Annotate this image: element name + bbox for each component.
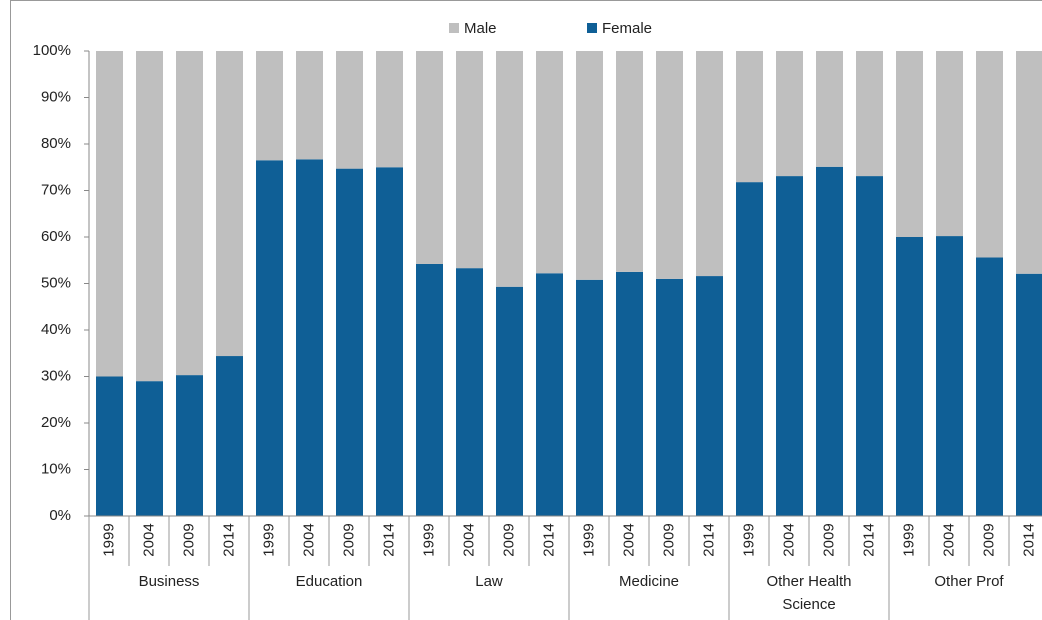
bar-segment [816, 51, 843, 167]
bar-segment [136, 51, 163, 382]
bar-segment [456, 51, 483, 269]
bar-segment [456, 268, 483, 516]
group-label: Other Prof [934, 573, 1004, 590]
bar-segment [936, 51, 963, 237]
bar-segment [416, 263, 443, 516]
x-tick-label: 2014 [1020, 523, 1037, 556]
bar-segment [536, 273, 563, 516]
x-tick-label: 1999 [740, 523, 757, 556]
x-tick-label: 2014 [700, 523, 717, 556]
bar-segment [376, 51, 403, 168]
bar-segment [696, 51, 723, 277]
bar-segment [576, 51, 603, 280]
x-tick-label: 2004 [940, 523, 957, 556]
y-tick-label: 10% [41, 460, 71, 477]
group-label: Medicine [618, 573, 680, 590]
group-label: Business [138, 573, 200, 590]
bar-segment [416, 51, 443, 264]
bar-segment [976, 257, 1003, 516]
legend-swatch [587, 23, 597, 33]
bar-segment [176, 375, 203, 516]
y-tick-label: 30% [41, 367, 71, 384]
x-tick-label: 2014 [380, 523, 397, 556]
bar-segment [736, 51, 763, 183]
bar-segment [496, 51, 523, 287]
bar-segment [736, 182, 763, 516]
x-tick-label: 2009 [340, 523, 357, 556]
x-tick-label: 2009 [660, 523, 677, 556]
bar-segment [176, 51, 203, 376]
bar-segment [296, 159, 323, 516]
x-tick-label: 2014 [860, 523, 877, 556]
x-tick-label: 1999 [100, 523, 117, 556]
bar-segment [216, 356, 243, 516]
group-label: Education [295, 573, 363, 590]
legend-label: Male [464, 20, 497, 37]
x-tick-label: 2004 [780, 523, 797, 556]
x-tick-label: 2004 [300, 523, 317, 556]
x-tick-label: 1999 [900, 523, 917, 556]
bar-segment [96, 51, 123, 377]
group-label: Law [475, 573, 503, 590]
bar-segment [776, 176, 803, 516]
bar-segment [296, 51, 323, 160]
bar-segment [896, 237, 923, 516]
bar-segment [496, 286, 523, 516]
bar-segment [336, 51, 363, 169]
bar-segment [536, 51, 563, 274]
bar-segment [336, 168, 363, 516]
x-tick-label: 2009 [500, 523, 517, 556]
x-tick-label: 1999 [580, 523, 597, 556]
x-tick-label: 2004 [620, 523, 637, 556]
bar-segment [256, 160, 283, 516]
bar-segment [216, 51, 243, 357]
bar-segment [896, 51, 923, 237]
y-tick-label: 50% [41, 274, 71, 291]
y-tick-label: 80% [41, 135, 71, 152]
bar-segment [656, 51, 683, 279]
x-tick-label: 2004 [140, 523, 157, 556]
y-tick-label: 70% [41, 181, 71, 198]
bar-segment [976, 51, 1003, 258]
x-tick-label: 2009 [180, 523, 197, 556]
y-tick-label: 100% [33, 42, 71, 59]
bar-segment [856, 176, 883, 516]
y-tick-label: 40% [41, 321, 71, 338]
bar-segment [136, 381, 163, 516]
x-tick-label: 2014 [540, 523, 557, 556]
bar-segment [856, 51, 883, 177]
x-tick-label: 1999 [420, 523, 437, 556]
bar-segment [616, 51, 643, 272]
y-tick-label: 0% [49, 507, 71, 524]
bar-segment [776, 51, 803, 177]
x-tick-label: 2004 [460, 523, 477, 556]
bar-segment [576, 279, 603, 516]
bar-segment [656, 278, 683, 516]
group-label: Other Health Science [766, 573, 852, 613]
chart-frame [10, 0, 1042, 620]
bar-segment [616, 271, 643, 516]
x-tick-label: 2009 [980, 523, 997, 556]
y-tick-label: 90% [41, 88, 71, 105]
legend-swatch [449, 23, 459, 33]
y-tick-label: 60% [41, 228, 71, 245]
bar-segment [1016, 51, 1042, 274]
bar-segment [1016, 273, 1042, 516]
legend-label: Female [602, 20, 652, 37]
bar-segment [936, 236, 963, 516]
bar-segment [696, 276, 723, 516]
bar-segment [96, 376, 123, 516]
x-tick-label: 2009 [820, 523, 837, 556]
bar-segment [376, 167, 403, 516]
x-tick-label: 1999 [260, 523, 277, 556]
y-tick-label: 20% [41, 414, 71, 431]
x-tick-label: 2014 [220, 523, 237, 556]
bar-segment [816, 166, 843, 516]
bar-segment [256, 51, 283, 161]
